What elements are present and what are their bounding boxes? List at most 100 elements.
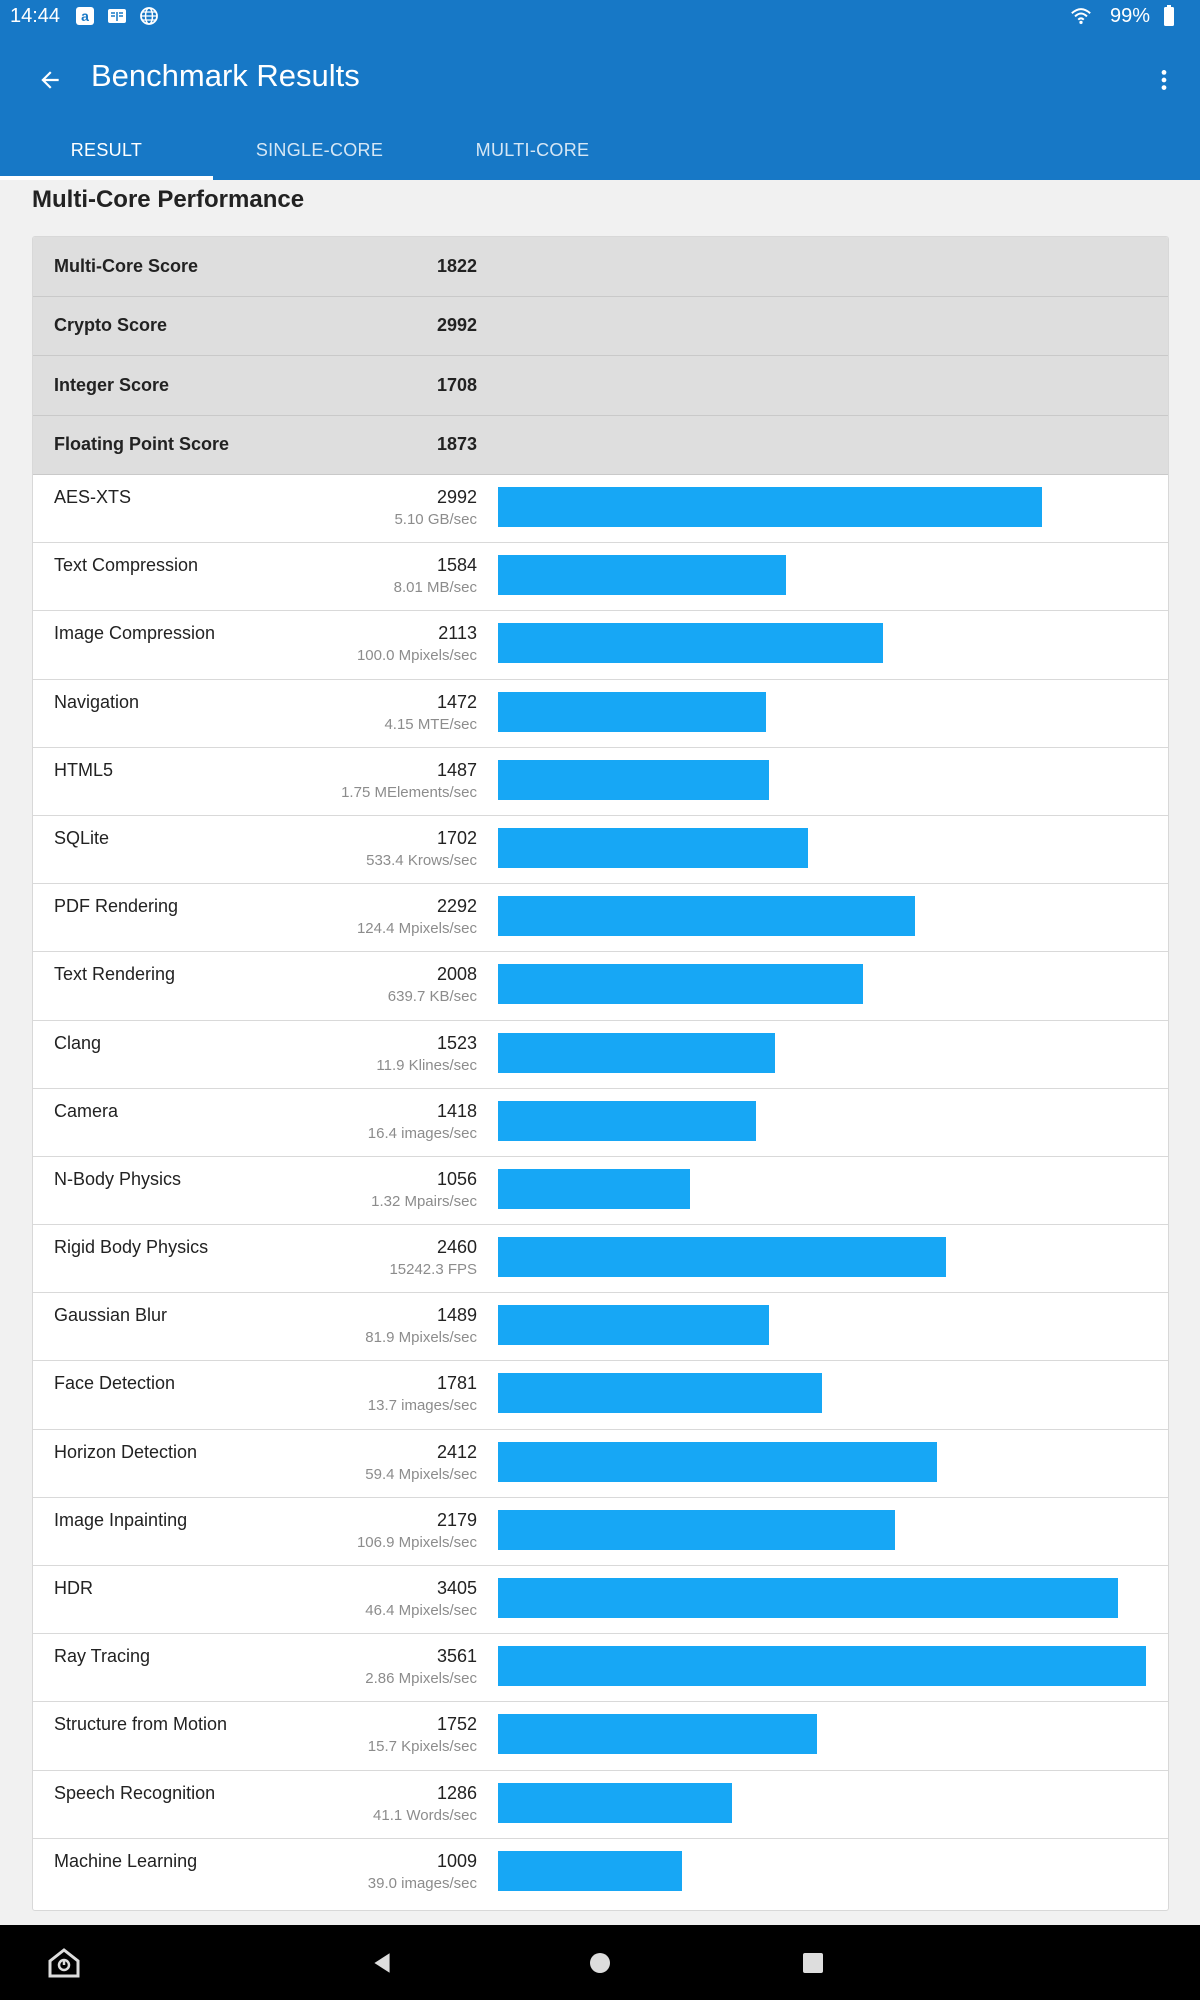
tab-indicator [0, 176, 213, 180]
score-label: Crypto Score [54, 315, 168, 336]
benchmark-rate: 16.4 images/sec [367, 1124, 477, 1142]
score-label: Floating Point Score [54, 434, 230, 455]
results-card: Multi-Core Score 1822 Crypto Score 2992 Inte… [32, 236, 1169, 1911]
benchmark-row: Horizon Detection 2412 59.4 Mpixels/sec [33, 1430, 1168, 1498]
benchmark-rate: 11.9 Klines/sec [376, 1056, 477, 1074]
benchmark-name: Rigid Body Physics [54, 1237, 209, 1258]
benchmark-name: Machine Learning [54, 1850, 198, 1871]
benchmark-bar [498, 1237, 946, 1278]
benchmark-rate: 5.10 GB/sec [394, 511, 477, 528]
benchmark-score: 2412 [436, 1441, 477, 1462]
benchmark-rate: 2.86 Mpixels/sec [365, 1670, 477, 1688]
benchmark-name: Horizon Detection [54, 1441, 198, 1462]
benchmark-row: HDR 3405 46.4 Mpixels/sec [33, 1566, 1168, 1635]
score-label: Multi-Core Score [54, 255, 199, 276]
benchmark-bar [498, 1714, 817, 1755]
score-value: 1873 [436, 434, 477, 455]
benchmark-name: Speech Recognition [54, 1782, 216, 1803]
globe-icon [138, 5, 160, 27]
benchmark-score: 3405 [436, 1578, 477, 1598]
score-label: Integer Score [54, 374, 170, 395]
benchmark-rate: 13.7 images/sec [367, 1397, 477, 1415]
benchmark-list: AES-XTS 2992 5.10 GB/sec Text Compression 15… [33, 475, 1168, 1907]
benchmark-name: Image Inpainting [54, 1509, 188, 1530]
benchmark-name: Face Detection [54, 1373, 176, 1394]
benchmark-bar [498, 964, 863, 1005]
benchmark-score: 2008 [436, 964, 477, 985]
benchmark-row: Camera 1418 16.4 images/sec [33, 1089, 1168, 1157]
benchmark-score: 1702 [436, 827, 477, 848]
score-row: Integer Score 1708 [33, 356, 1168, 416]
benchmark-name: AES-XTS [54, 487, 132, 507]
benchmark-rate: 39.0 images/sec [367, 1874, 477, 1892]
benchmark-rate: 4.15 MTE/sec [384, 715, 477, 733]
nav-home-button[interactable] [580, 1943, 620, 1983]
benchmark-bar [498, 896, 915, 937]
benchmark-row: Gaussian Blur 1489 81.9 Mpixels/sec [33, 1293, 1168, 1362]
benchmark-score: 1487 [436, 759, 477, 780]
benchmark-score: 1009 [436, 1850, 477, 1871]
benchmark-bar [498, 1782, 732, 1823]
triangle-back-icon [374, 1953, 390, 1973]
tab-multi-core[interactable]: MULTI-CORE [475, 139, 590, 160]
benchmark-rate: 106.9 Mpixels/sec [356, 1533, 477, 1551]
tab-single-core[interactable]: SINGLE-CORE [255, 139, 384, 160]
benchmark-score: 1286 [436, 1782, 477, 1803]
score-value: 1708 [436, 374, 477, 395]
benchmark-bar [498, 1850, 682, 1891]
benchmark-name: Navigation [54, 691, 140, 712]
benchmark-bar [498, 1441, 937, 1482]
fire-home-button[interactable] [44, 1943, 84, 1983]
benchmark-row: Machine Learning 1009 39.0 images/sec [33, 1839, 1168, 1907]
benchmark-bar [498, 555, 786, 596]
benchmark-rate: 639.7 KB/sec [387, 988, 477, 1006]
benchmark-rate: 533.4 Krows/sec [366, 851, 477, 869]
arrow-back-icon [41, 71, 59, 89]
benchmark-rate: 1.32 Mpairs/sec [371, 1192, 477, 1210]
battery-level: 99% [1109, 4, 1150, 27]
benchmark-score: 3561 [436, 1646, 477, 1667]
benchmark-name: PDF Rendering [54, 896, 179, 917]
square-recents-icon [803, 1953, 823, 1973]
nav-back-button[interactable] [362, 1943, 402, 1983]
benchmark-score: 1489 [436, 1305, 477, 1326]
benchmark-bar [498, 1509, 895, 1550]
benchmark-score: 1418 [436, 1100, 477, 1121]
benchmark-bar [498, 691, 766, 732]
back-button[interactable] [28, 58, 72, 102]
page-title: Benchmark Results [91, 58, 360, 93]
benchmark-row: Text Compression 1584 8.01 MB/sec [33, 543, 1168, 612]
score-row: Multi-Core Score 1822 [33, 237, 1168, 297]
system-nav-bar [0, 1925, 1200, 2000]
benchmark-row: Rigid Body Physics 2460 15242.3 FPS [33, 1225, 1168, 1294]
benchmark-score: 1472 [436, 691, 477, 712]
benchmark-rate: 8.01 MB/sec [393, 579, 477, 597]
benchmark-name: Text Compression [54, 555, 199, 576]
benchmark-rate: 41.1 Words/sec [373, 1806, 477, 1824]
status-time: 14:44 [10, 4, 61, 27]
score-value: 1822 [436, 255, 477, 276]
benchmark-score: 2292 [436, 896, 477, 917]
battery-icon [1158, 5, 1180, 27]
benchmark-name: SQLite [54, 827, 110, 848]
benchmark-row: N-Body Physics 1056 1.32 Mpairs/sec [33, 1157, 1168, 1226]
status-bar: 14:44 a 99% [0, 0, 1200, 32]
benchmark-name: Camera [54, 1100, 119, 1121]
tab-result[interactable]: RESULT [70, 139, 143, 160]
benchmark-name: Image Compression [54, 623, 216, 644]
benchmark-row: Image Inpainting 2179 106.9 Mpixels/sec [33, 1498, 1168, 1566]
svg-text:a: a [81, 8, 89, 24]
benchmark-score: 1523 [436, 1032, 477, 1053]
benchmark-rate: 46.4 Mpixels/sec [365, 1602, 477, 1619]
benchmark-row: AES-XTS 2992 5.10 GB/sec [33, 475, 1168, 544]
overflow-menu-button[interactable] [1142, 58, 1186, 102]
benchmark-row: Text Rendering 2008 639.7 KB/sec [33, 952, 1168, 1021]
benchmark-rate: 100.0 Mpixels/sec [356, 647, 477, 665]
home-house-icon [48, 1948, 80, 1978]
benchmark-bar [498, 1100, 756, 1141]
nav-recents-button[interactable] [793, 1943, 833, 1983]
benchmark-row: HTML5 1487 1.75 MElements/sec [33, 748, 1168, 816]
benchmark-bar [498, 1032, 775, 1073]
score-summary: Multi-Core Score 1822 Crypto Score 2992 Inte… [33, 237, 1168, 475]
wifi-icon [1070, 5, 1092, 27]
